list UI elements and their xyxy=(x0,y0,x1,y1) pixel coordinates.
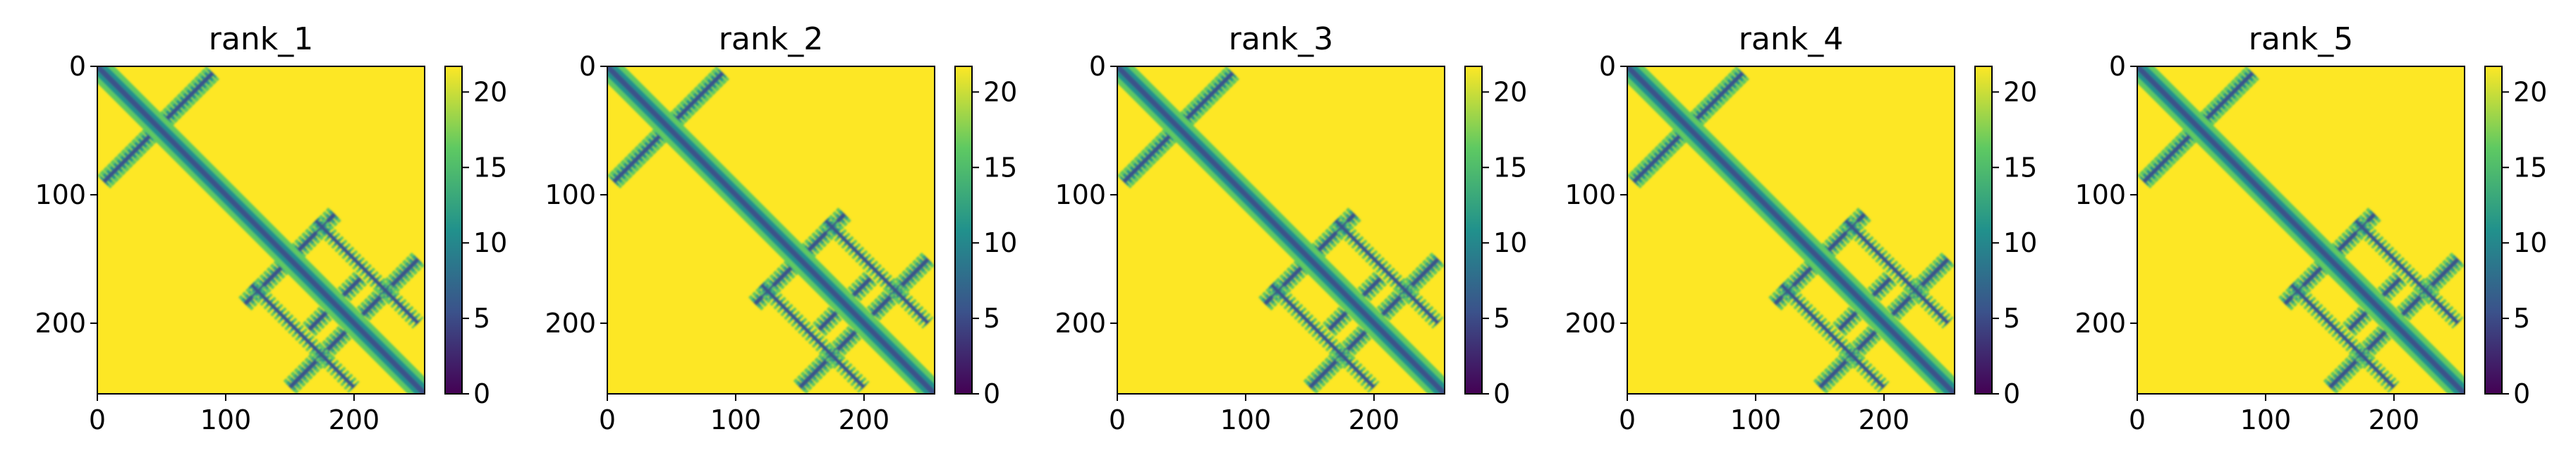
heatmap-frame xyxy=(97,66,425,395)
parallel-strand xyxy=(314,219,420,325)
y-tick-label: 0 xyxy=(1599,51,1616,82)
heatmap-panel: rank_4 0 100 200 0 100 200 0 5 10 15 20 xyxy=(1565,21,2037,435)
x-tick-label: 0 xyxy=(89,404,106,435)
heatmap-frame xyxy=(1117,66,1445,395)
x-tick-label: 0 xyxy=(1619,404,1636,435)
parallel-strand xyxy=(760,283,865,389)
panel-title: rank_1 xyxy=(209,21,313,57)
parallel-strand xyxy=(1334,219,1440,325)
x-tick-label: 200 xyxy=(329,404,380,435)
colorbar-tick-label: 0 xyxy=(2513,378,2530,409)
panel-title: rank_4 xyxy=(1739,21,1843,57)
colorbar-tick-label: 20 xyxy=(2003,76,2037,107)
colorbar xyxy=(444,66,463,395)
colorbar xyxy=(2484,66,2503,395)
x-tick-label: 0 xyxy=(1109,404,1126,435)
x-tick-label: 0 xyxy=(2129,404,2146,435)
heatmap-frame xyxy=(607,66,935,395)
colorbar-tick-label: 0 xyxy=(1493,378,1510,409)
colorbar xyxy=(1464,66,1483,395)
parallel-strand xyxy=(2290,283,2395,389)
heatmap-panel: rank_2 0 100 200 0 100 200 0 5 10 15 20 xyxy=(545,21,1017,435)
colorbar xyxy=(954,66,973,395)
heatmap-panel: rank_3 0 100 200 0 100 200 0 5 10 15 20 xyxy=(1055,21,1527,435)
parallel-strand xyxy=(1780,283,1885,389)
colorbar-tick-label: 15 xyxy=(983,152,1017,183)
colorbar-tick-label: 5 xyxy=(2513,303,2530,334)
parallel-strand xyxy=(1844,219,1950,325)
main-diagonal xyxy=(97,66,425,394)
colorbar-tick-label: 10 xyxy=(2003,227,2037,258)
heatmap-frame xyxy=(1627,66,1955,395)
main-diagonal xyxy=(1117,66,1445,394)
colorbar-tick-label: 20 xyxy=(1493,76,1527,107)
colorbar-tick-label: 5 xyxy=(2003,303,2020,334)
colorbar-tick-label: 10 xyxy=(1493,227,1527,258)
colorbar-tick-label: 5 xyxy=(983,303,1000,334)
colorbar-tick-label: 5 xyxy=(473,303,490,334)
colorbar-tick-label: 15 xyxy=(2003,152,2037,183)
x-tick-label: 200 xyxy=(839,404,890,435)
x-tick-label: 0 xyxy=(599,404,616,435)
heatmap-content xyxy=(1117,66,1445,394)
parallel-strand xyxy=(824,219,930,325)
y-tick-label: 100 xyxy=(35,179,86,210)
main-diagonal xyxy=(1627,66,1955,394)
y-tick-label: 0 xyxy=(1089,51,1106,82)
main-diagonal xyxy=(2137,66,2465,394)
colorbar-tick-label: 15 xyxy=(473,152,507,183)
main-diagonal xyxy=(607,66,935,394)
x-tick-label: 100 xyxy=(200,404,252,435)
colorbar-tick-label: 10 xyxy=(2513,227,2547,258)
parallel-strand xyxy=(1270,283,1375,389)
panel-title: rank_5 xyxy=(2249,21,2353,57)
y-tick-label: 200 xyxy=(545,308,596,339)
x-tick-label: 200 xyxy=(2369,404,2420,435)
colorbar-tick-label: 10 xyxy=(473,227,507,258)
colorbar-tick-label: 20 xyxy=(983,76,1017,107)
x-tick-label: 100 xyxy=(2240,404,2292,435)
heatmap-content xyxy=(97,66,425,394)
panel-title: rank_2 xyxy=(719,21,823,57)
x-tick-label: 100 xyxy=(1730,404,1782,435)
y-tick-label: 0 xyxy=(2109,51,2126,82)
y-tick-label: 200 xyxy=(2074,308,2126,339)
colorbar-tick-label: 15 xyxy=(1493,152,1527,183)
y-tick-label: 100 xyxy=(545,179,596,210)
y-tick-label: 0 xyxy=(579,51,596,82)
heatmap-frame xyxy=(2137,66,2465,395)
colorbar-tick-label: 0 xyxy=(983,378,1000,409)
y-tick-label: 200 xyxy=(1565,308,1616,339)
x-tick-label: 200 xyxy=(1859,404,1910,435)
colorbar xyxy=(1974,66,1993,395)
colorbar-tick-label: 20 xyxy=(2513,76,2547,107)
y-tick-label: 100 xyxy=(2074,179,2126,210)
heatmap-panel: rank_5 0 100 200 0 100 200 0 5 10 15 20 xyxy=(2074,21,2547,435)
heatmap-content xyxy=(607,66,935,394)
x-tick-label: 100 xyxy=(710,404,762,435)
heatmap-content xyxy=(1627,66,1955,394)
colorbar-tick-label: 20 xyxy=(473,76,507,107)
parallel-strand xyxy=(2354,219,2460,325)
heatmap-panel: rank_1 0 100 200 0 100 200 0 5 10 15 20 xyxy=(35,21,507,435)
y-tick-label: 200 xyxy=(35,308,86,339)
y-tick-label: 0 xyxy=(69,51,86,82)
x-tick-label: 100 xyxy=(1220,404,1272,435)
x-tick-label: 200 xyxy=(1349,404,1400,435)
colorbar-tick-label: 10 xyxy=(983,227,1017,258)
y-tick-label: 100 xyxy=(1055,179,1106,210)
panel-title: rank_3 xyxy=(1229,21,1333,57)
colorbar-tick-label: 5 xyxy=(1493,303,1510,334)
colorbar-tick-label: 15 xyxy=(2513,152,2547,183)
y-tick-label: 200 xyxy=(1055,308,1106,339)
parallel-strand xyxy=(250,283,356,389)
colorbar-tick-label: 0 xyxy=(473,378,490,409)
y-tick-label: 100 xyxy=(1565,179,1616,210)
colorbar-tick-label: 0 xyxy=(2003,378,2020,409)
heatmap-content xyxy=(2137,66,2465,394)
